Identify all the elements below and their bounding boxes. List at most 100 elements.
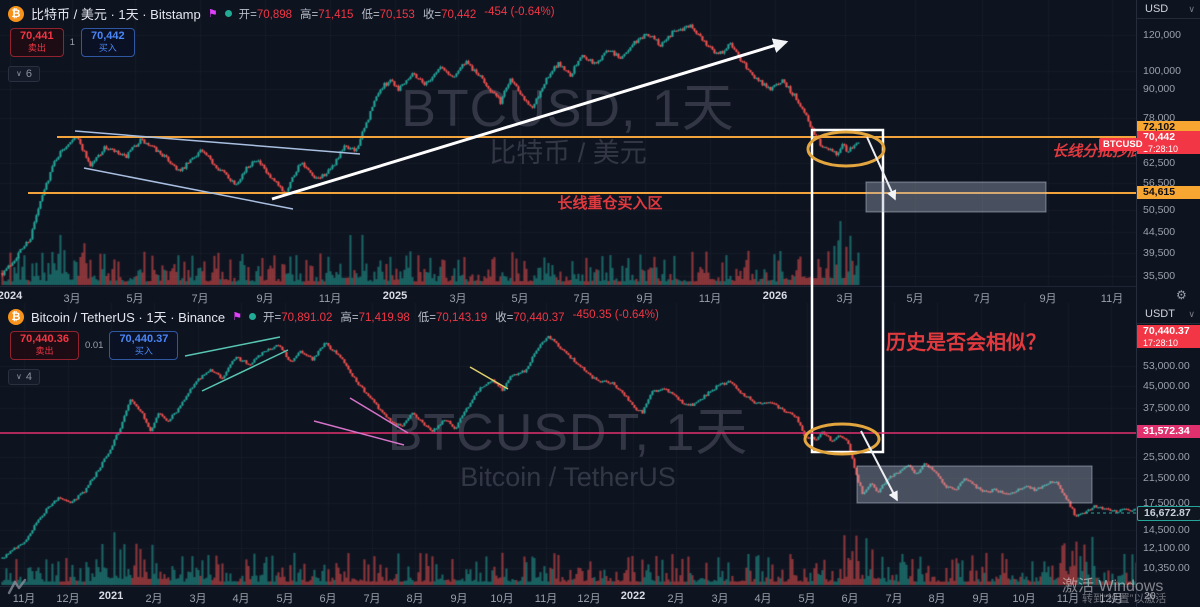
currency-selector[interactable]: USD ∨ [1137,0,1200,19]
buy-button[interactable]: 70,440.37 买入 [109,331,179,360]
time-tick-label: 9月 [972,593,990,605]
price-tick-label: 14,500.00 [1143,524,1190,536]
symbol-price-badge: BTCUSD [1099,138,1147,151]
time-tick-label: 11月 [318,293,342,305]
time-tick-label: 4月 [754,593,772,605]
spread-value: 0.01 [84,340,104,351]
time-tick-label: 5月 [906,293,924,305]
indicators-collapsed-toggle[interactable]: ∨ 6 [8,65,40,82]
time-tick-label: 8月 [406,593,424,605]
time-tick-label: 8月 [928,593,946,605]
price-tick-label: 10,350.00 [1143,562,1190,574]
time-tick-label: 2024 [0,290,23,302]
time-tick-label: 6月 [319,593,337,605]
time-tick-label: 3月 [63,293,81,305]
time-tick-label: 3月 [836,293,854,305]
time-tick-label: 11月 [698,293,722,305]
tradingview-logo-icon[interactable] [7,578,31,596]
market-status-icon [224,10,232,17]
change-value: -454 (-0.64%) [484,5,555,18]
time-tick-label: 7月 [973,293,991,305]
time-tick-label: 11月 [534,593,558,605]
price-tick-label: 25,500.00 [1143,451,1190,463]
symbol-title[interactable]: Bitcoin / TetherUS · 1天 · Binance [31,310,226,325]
price-badge: 31,572.34 [1137,425,1200,438]
time-tick-label: 9月 [256,293,274,305]
time-tick-label: 7月 [363,593,381,605]
time-tick-label: 2022 [620,590,646,602]
price-tick-label: 45,000.00 [1143,380,1190,392]
price-badge: 54,615 [1137,186,1200,199]
time-tick-label: 11月 [12,593,36,605]
time-tick-label: 6月 [841,593,859,605]
time-tick-label: 2025 [382,290,408,302]
time-tick-label: 9月 [1039,293,1057,305]
time-axis-top[interactable]: 2024 3月 5月 7月 9月 11月 2025 3月 5月 7月 9月 11月 2026 3月 5月 7月… [0,286,1136,308]
time-tick-label: 5月 [126,293,144,305]
price-tick-label: 120,000 [1143,29,1181,41]
ohlc-values: 开=70,898 高=71,415 低=70,153 收=70,442 -454… [238,5,555,21]
sell-button[interactable]: 70,440.36 卖出 [10,331,79,360]
time-tick-label: 9月 [636,293,654,305]
price-tick-label: 62,500 [1143,157,1176,169]
time-tick-label: 10月 [490,593,514,605]
chart-header-bottom: ₿ Bitcoin / TetherUS · 1天 · Binance ⚑ 开=… [8,307,659,385]
time-tick-label: 3月 [189,593,207,605]
price-tick-label: 37,500.00 [1143,402,1190,414]
price-badge: 72,102 [1137,121,1200,134]
price-tick-label: 39,500 [1143,247,1176,259]
time-tick-label: 3月 [449,293,467,305]
time-tick-label: 5月 [511,293,529,305]
axis-clock[interactable]: 20. [1144,590,1159,602]
market-status-icon [249,313,256,320]
price-tick-label: 90,000 [1143,83,1176,95]
time-tick-label: 12月 [56,593,80,605]
time-tick-label: 4月 [232,593,250,605]
time-tick-label: 11月 [1056,593,1080,605]
price-tick-label: 21,500.00 [1143,472,1190,484]
time-tick-label: 10月 [1012,593,1036,605]
dropdown-caret-icon: ∨ [1188,4,1195,14]
bitcoin-logo-icon: ₿ [8,308,24,325]
price-tick-label: 100,000 [1143,65,1181,77]
chevron-down-icon: ∨ [16,372,22,381]
time-tick-label: 7月 [191,293,209,305]
flag-icon[interactable]: ⚑ [207,8,218,20]
time-axis-bottom[interactable]: 11月 12月 2021 2月 3月 4月 5月 6月 7月 8月 9月 10月 11月 12月 2022 2… [0,586,1136,607]
symbol-title[interactable]: 比特币 / 美元 · 1天 · Bitstamp [31,7,201,22]
price-tick-label: 12,100.00 [1143,542,1190,554]
buy-button[interactable]: 70,442 买入 [80,28,135,57]
ohlc-values: 开=70,891.02 高=71,419.98 低=70,143.19 收=70… [263,308,659,324]
time-tick-label: 11月 [1100,293,1124,305]
time-tick-label: 12月 [577,593,601,605]
currency-selector[interactable]: USDT ∨ [1137,305,1200,324]
time-tick-label: 7月 [885,593,903,605]
flag-icon[interactable]: ⚑ [232,311,242,323]
indicators-collapsed-toggle[interactable]: ∨ 4 [8,368,40,385]
time-tick-label: 2月 [145,593,163,605]
time-tick-label: 7月 [573,293,591,305]
time-tick-label: 5月 [798,593,816,605]
time-tick-label: 9月 [450,593,468,605]
time-tick-label: 3月 [711,593,729,605]
price-badge: 16,672.87 [1137,506,1200,521]
time-tick-label: 2026 [762,290,788,302]
chevron-down-icon: ∨ [16,69,22,78]
change-value: -450.35 (-0.64%) [572,308,659,321]
price-badge: 70,442 17:28:10 [1137,131,1200,154]
time-tick-label: 2021 [98,590,124,602]
price-tick-label: 50,500 [1143,204,1176,216]
price-tick-label: 35,500 [1143,270,1176,282]
chart-header-top: ₿ 比特币 / 美元 · 1天 · Bitstamp ⚑ 开=70,898 高=… [8,4,555,82]
price-badge: 70,440.37 17:28:10 [1137,325,1200,348]
time-tick-label: 12月 [1099,593,1123,605]
time-tick-label: 5月 [276,593,294,605]
price-axis[interactable]: USD ∨ 120,000 100,000 90,000 78,000 62,500 56,5… [1136,0,1200,607]
spread-value: 1 [69,37,75,48]
bitcoin-logo-icon: ₿ [8,5,24,22]
dropdown-caret-icon: ∨ [1188,309,1195,319]
price-tick-label: 44,500 [1143,226,1176,238]
gear-icon[interactable]: ⚙ [1176,288,1187,302]
sell-button[interactable]: 70,441 卖出 [10,28,64,57]
